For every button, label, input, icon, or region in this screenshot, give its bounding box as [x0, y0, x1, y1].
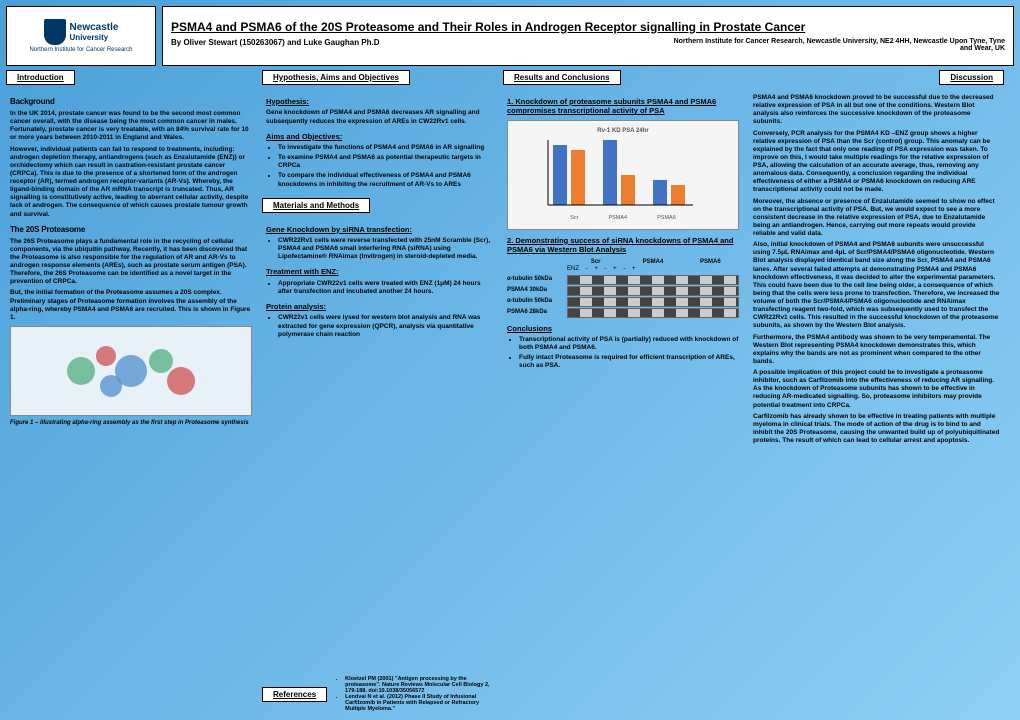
- aims-list: To investigate the functions of PSMA4 an…: [266, 144, 493, 189]
- heading-conclusions: Conclusions: [507, 324, 739, 333]
- col-hypothesis-materials: Hypothesis, Aims and Objectives Hypothes…: [262, 70, 497, 714]
- chart-cat-2: PSMA6: [657, 215, 676, 222]
- title-box: PSMA4 and PSMA6 of the 20S Proteasome an…: [162, 6, 1014, 66]
- label-introduction: Introduction: [6, 70, 75, 85]
- result-1-heading: 1. Knockdown of proteasome subunits PSMA…: [507, 97, 739, 116]
- chart-title: Rv-1 KD PSA 24hr: [597, 128, 648, 136]
- gene-kd-text: CWR22Rv1 cells were reverse transfected …: [278, 237, 493, 261]
- col-introduction: Introduction Background In the UK 2014, …: [6, 70, 256, 714]
- bar-chart: Rv-1 KD PSA 24hr Scr PSMA4: [507, 120, 739, 230]
- conc-1: Transcriptional activity of PSA is (part…: [519, 336, 739, 352]
- heading-proteasome: The 20S Proteasome: [10, 225, 252, 235]
- hypothesis-text: Gene knockdown of PSMA4 and PSMA6 decrea…: [266, 109, 493, 125]
- institute: Northern Institute for Cancer Research, …: [671, 38, 1005, 52]
- disc-p1: PSMA4 and PSMA6 knockdown proved to be s…: [753, 94, 1000, 127]
- references-row: References Kloetzel PM (2001) "Antigen p…: [262, 674, 497, 714]
- header-row: Newcastle University Northern Institute …: [6, 6, 1014, 66]
- blot-col-0: Scr: [567, 259, 624, 267]
- blot-enz-row: ENZ - + - + - +: [507, 266, 739, 274]
- blot-col-1: PSMA4: [624, 259, 681, 267]
- blot-r2: PSMA4 30kDa: [507, 287, 567, 295]
- label-discussion: Discussion: [939, 70, 1004, 85]
- chart-cat-1: PSMA4: [608, 215, 627, 222]
- conc-2: Fully intact Proteasome is required for …: [519, 354, 739, 370]
- aim-2: To examine PSMA4 and PSMA6 as potential …: [278, 154, 493, 170]
- content-row: Introduction Background In the UK 2014, …: [6, 70, 1014, 714]
- chart-bars-icon: [533, 135, 713, 215]
- heading-hypothesis: Hypothesis:: [266, 97, 493, 106]
- disc-p5: Furthermore, the PSMA4 antibody was show…: [753, 334, 1000, 367]
- university-logo: Newcastle University Northern Institute …: [6, 6, 156, 66]
- heading-aims: Aims and Objectives:: [266, 132, 493, 141]
- poster-root: Newcastle University Northern Institute …: [6, 6, 1014, 714]
- aim-3: To compare the individual effectiveness …: [278, 172, 493, 188]
- label-materials: Materials and Methods: [262, 198, 370, 213]
- col-discussion: Discussion PSMA4 and PSMA6 knockdown pro…: [749, 70, 1004, 714]
- poster-title: PSMA4 and PSMA6 of the 20S Proteasome an…: [171, 20, 1005, 34]
- byline: By Oliver Stewart (150263067) and Luke G…: [171, 38, 380, 52]
- protein-text: CWR22v1 cells were lysed for western blo…: [278, 314, 493, 338]
- disc-p4: Also, initial knockdown of PSMA4 and PSM…: [753, 241, 1000, 330]
- logo-sub: University: [70, 33, 119, 42]
- intro-p2: However, individual patients can fail to…: [10, 146, 252, 219]
- intro-p3: The 26S Proteasome plays a fundamental r…: [10, 238, 252, 287]
- col-results: Results and Conclusions 1. Knockdown of …: [503, 70, 743, 714]
- intro-p4: But, the initial formation of the Protea…: [10, 289, 252, 322]
- proteasome-diagram-icon: [61, 336, 201, 406]
- blot-r4: PSMA6 28kDa: [507, 309, 567, 317]
- logo-text: Newcastle: [70, 22, 119, 33]
- heading-gene-kd: Gene Knockdown by siRNA transfection:: [266, 225, 493, 234]
- disc-p2: Conversely, PCR analysis for the PSMA4 K…: [753, 130, 1000, 195]
- logo-dept: Northern Institute for Cancer Research: [29, 47, 132, 53]
- blot-r1: α-tubulin 50kDa: [507, 276, 567, 284]
- crest-icon: [44, 19, 66, 45]
- intro-p1: In the UK 2014, prostate cancer was foun…: [10, 110, 252, 143]
- fig1-caption: Figure 1 – illustrating alpha-ring assem…: [10, 420, 252, 428]
- blot-col-2: PSMA6: [682, 259, 739, 267]
- blot-r3: α-tubulin 50kDa: [507, 298, 567, 306]
- ref-1: Kloetzel PM (2001) "Antigen processing b…: [345, 676, 495, 694]
- aim-1: To investigate the functions of PSMA4 an…: [278, 144, 493, 152]
- enz-text: Appropriate CWR22v1 cells were treated w…: [278, 280, 493, 296]
- disc-p7: Carfilzomib has already shown to be effe…: [753, 413, 1000, 446]
- label-references: References: [262, 687, 327, 702]
- western-blot: Scr PSMA4 PSMA6 ENZ - + - + - + α-tubuli…: [507, 259, 739, 318]
- result-2-heading: 2. Demonstrating success of siRNA knockd…: [507, 236, 739, 255]
- label-results: Results and Conclusions: [503, 70, 621, 85]
- label-hypothesis: Hypothesis, Aims and Objectives: [262, 70, 410, 85]
- heading-enz: Treatment with ENZ:: [266, 267, 493, 276]
- ref-2: Lendvai N et al. (2012) Phase II Study o…: [345, 694, 495, 712]
- disc-p3: Moreover, the absence or presence of Enz…: [753, 198, 1000, 239]
- heading-protein: Protein analysis:: [266, 302, 493, 311]
- chart-cat-0: Scr: [570, 215, 578, 222]
- heading-background: Background: [10, 97, 252, 107]
- disc-p6: A possible implication of this project c…: [753, 369, 1000, 410]
- figure-1: [10, 326, 252, 416]
